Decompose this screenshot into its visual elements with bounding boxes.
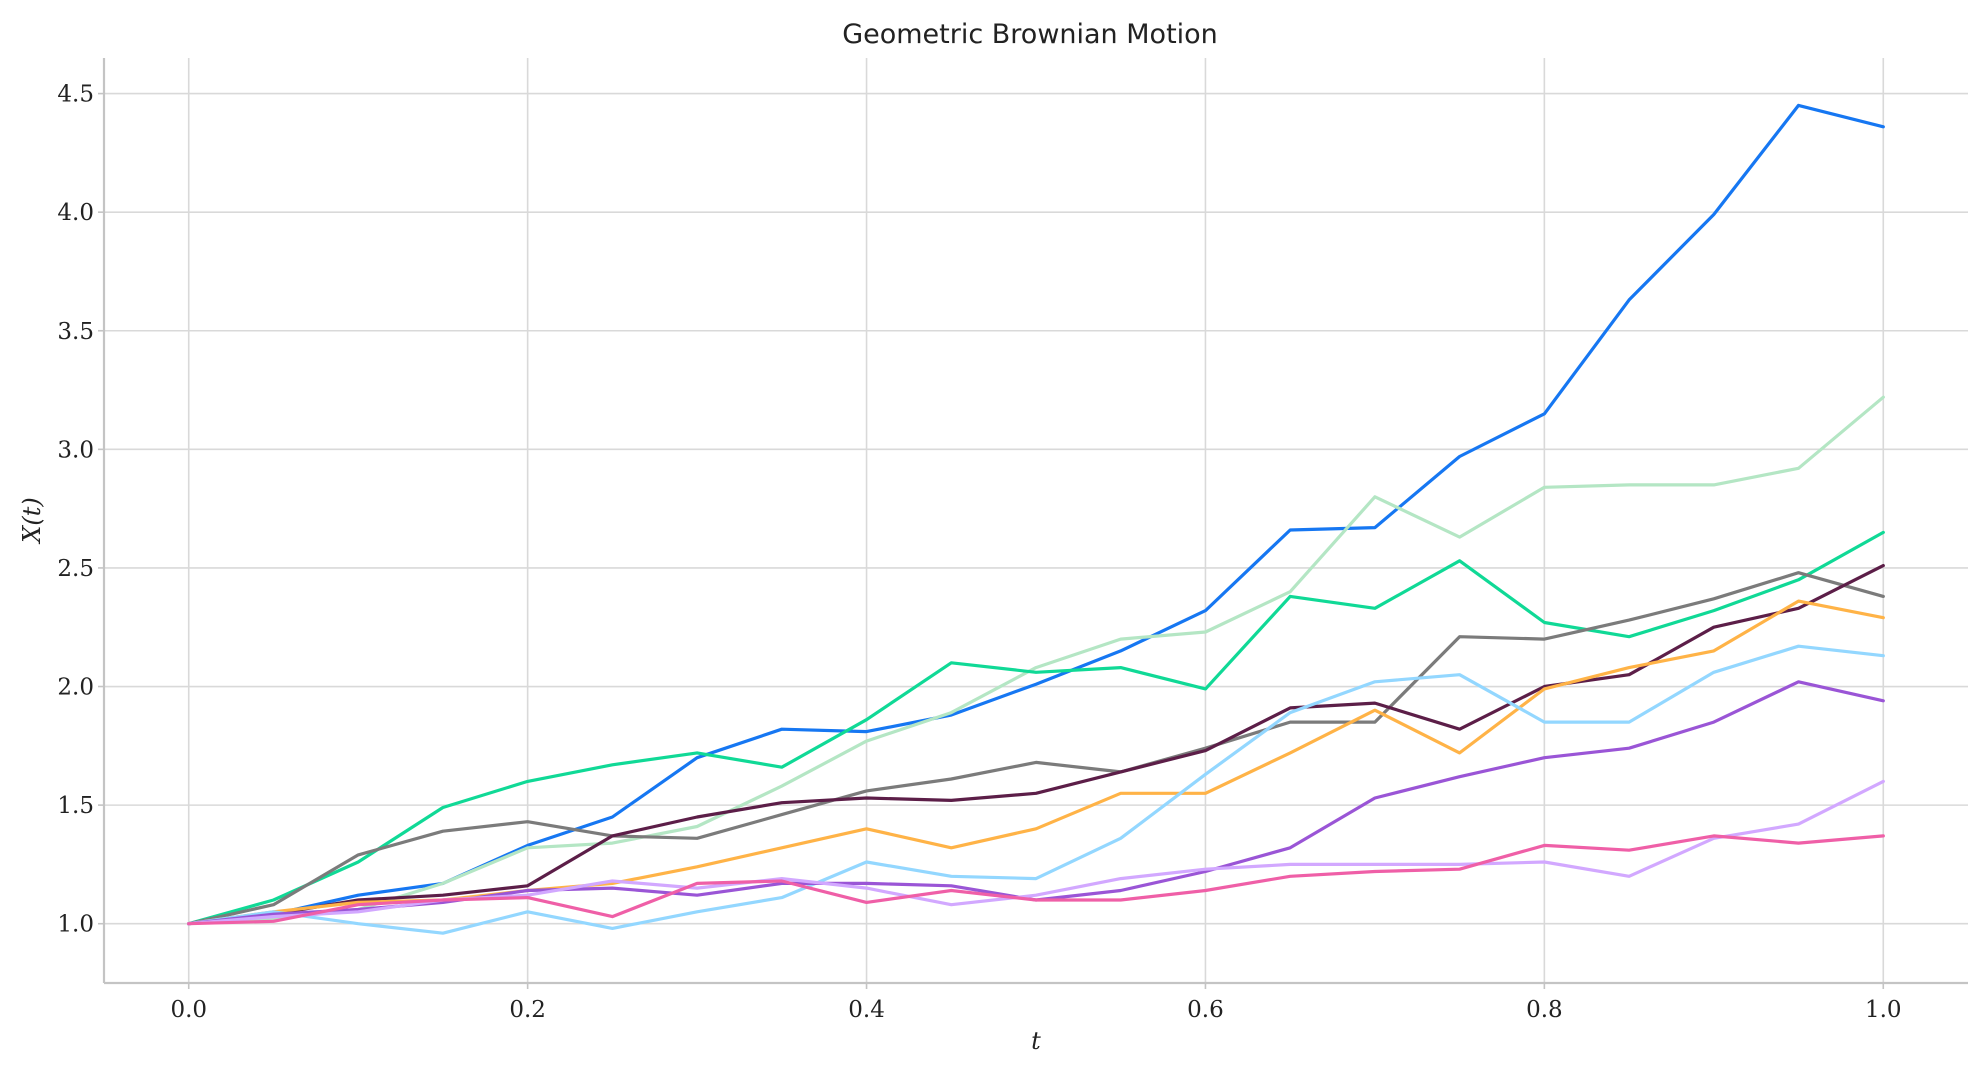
x-tick-label: 0.0 [170,997,207,1023]
x-tick-labels: 0.0 0.2 0.4 0.6 0.8 1.0 [170,983,1902,1023]
x-tick-label: 0.4 [848,997,885,1023]
series-line-5 [187,563,1885,926]
y-tick-label: 2.5 [57,556,94,582]
y-tick-label: 1.5 [57,793,94,819]
series-line-1 [187,103,1885,926]
series-line-3 [187,530,1885,926]
y-tick-label: 4.5 [57,82,94,108]
y-tick-label: 1.0 [57,912,94,938]
series-line-7 [187,644,1885,935]
y-tick-label: 3.5 [57,319,94,345]
grid-lines [104,58,1968,983]
y-tick-label: 4.0 [57,200,94,226]
series-line-4 [187,571,1885,926]
x-tick-label: 0.8 [1526,997,1563,1023]
y-tick-label: 2.0 [57,675,94,701]
y-tick-labels: 1.0 1.5 2.0 2.5 3.0 3.5 4.0 4.5 [57,82,104,938]
series-lines [187,103,1885,935]
x-tick-label: 1.0 [1865,997,1902,1023]
x-axis-label: t [1031,1027,1041,1055]
x-tick-label: 0.2 [509,997,546,1023]
series-line-2 [187,395,1885,926]
y-tick-label: 3.0 [57,437,94,463]
series-line-8 [187,680,1885,926]
series-line-10 [187,834,1885,926]
y-axis-label: X(t) [18,497,46,544]
x-tick-label: 0.6 [1187,997,1224,1023]
chart-title: Geometric Brownian Motion [842,19,1218,50]
